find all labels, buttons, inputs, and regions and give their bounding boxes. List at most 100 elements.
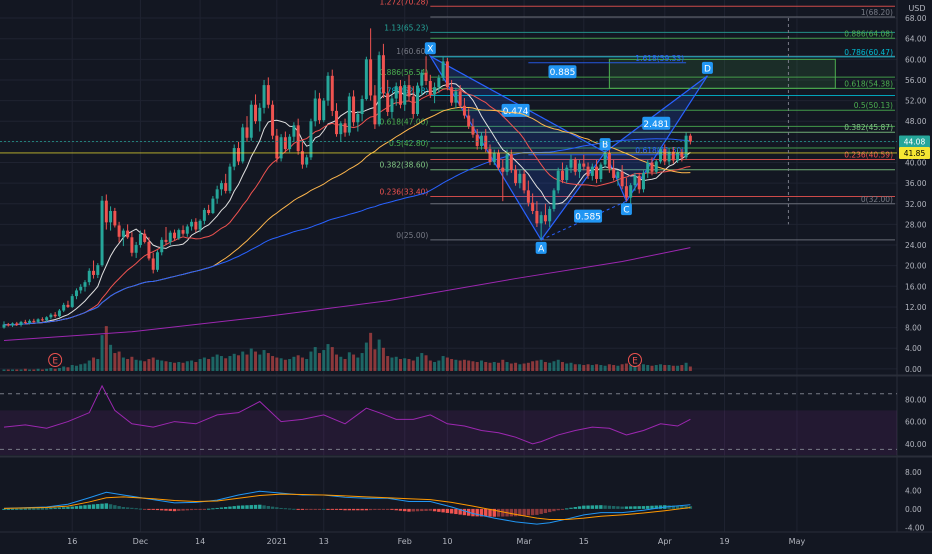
candle[interactable]	[590, 163, 594, 181]
candle[interactable]	[462, 98, 466, 119]
candle[interactable]	[275, 128, 279, 163]
candle[interactable]	[522, 170, 526, 194]
candle[interactable]	[539, 211, 543, 240]
candle[interactable]	[70, 294, 74, 308]
candle[interactable]	[245, 116, 249, 142]
candle[interactable]	[19, 320, 23, 327]
candle[interactable]	[484, 128, 488, 153]
candle[interactable]	[271, 100, 275, 140]
candle[interactable]	[335, 103, 339, 137]
candle[interactable]	[49, 313, 53, 320]
candle[interactable]	[258, 103, 262, 132]
candle[interactable]	[676, 149, 680, 164]
candle[interactable]	[305, 154, 309, 168]
candle[interactable]	[364, 56, 368, 101]
candle[interactable]	[586, 162, 590, 180]
candle[interactable]	[360, 95, 364, 122]
candle[interactable]	[467, 108, 471, 129]
candle[interactable]	[407, 74, 411, 101]
candle[interactable]	[688, 133, 692, 145]
candle[interactable]	[398, 79, 402, 109]
earnings-marker[interactable]: E	[48, 353, 63, 367]
candle[interactable]	[654, 159, 658, 174]
pattern-point-b[interactable]: B	[599, 138, 611, 151]
price-axis[interactable]: USD 0.00 4.00 8.00 12.00 16.00 20.00 24.00 28.00…	[899, 4, 930, 374]
candle[interactable]	[433, 82, 437, 104]
candle[interactable]	[403, 80, 407, 111]
candle[interactable]	[66, 300, 70, 308]
candle[interactable]	[219, 180, 223, 196]
candle[interactable]	[548, 206, 552, 227]
candle[interactable]	[228, 163, 232, 194]
candle[interactable]	[322, 98, 326, 123]
candle[interactable]	[671, 147, 675, 164]
candle[interactable]	[663, 144, 667, 166]
candle[interactable]	[288, 134, 292, 153]
prz-zone[interactable]	[608, 58, 836, 89]
candle[interactable]	[428, 74, 432, 99]
candle[interactable]	[667, 148, 671, 166]
candle[interactable]	[207, 204, 211, 216]
candle[interactable]	[560, 162, 564, 184]
candle[interactable]	[454, 87, 458, 109]
candle[interactable]	[543, 203, 547, 225]
candle[interactable]	[616, 170, 620, 186]
candle[interactable]	[313, 90, 317, 127]
candle[interactable]	[53, 312, 57, 318]
candle[interactable]	[441, 56, 445, 81]
candle[interactable]	[126, 224, 130, 239]
candle[interactable]	[488, 144, 492, 166]
candle[interactable]	[326, 72, 330, 106]
candle[interactable]	[249, 100, 253, 141]
candle[interactable]	[194, 218, 198, 233]
candle[interactable]	[458, 85, 462, 109]
candle[interactable]	[147, 237, 151, 261]
candle[interactable]	[518, 170, 522, 189]
candle[interactable]	[629, 183, 633, 204]
candle[interactable]	[215, 185, 219, 204]
candle[interactable]	[445, 57, 449, 91]
candle[interactable]	[185, 224, 189, 237]
candle[interactable]	[578, 159, 582, 178]
candle[interactable]	[224, 173, 228, 194]
candle[interactable]	[292, 122, 296, 142]
candle[interactable]	[475, 128, 479, 150]
candle[interactable]	[505, 149, 509, 176]
candle[interactable]	[599, 162, 603, 183]
candle[interactable]	[74, 288, 78, 300]
candle[interactable]	[569, 154, 573, 173]
candle[interactable]	[680, 149, 684, 162]
candle[interactable]	[317, 92, 321, 124]
fib-retracement-left[interactable]: 1.272(70.28) 1.13(65.23) 1(60.60) 0.886(56.…	[380, 0, 895, 241]
candle[interactable]	[6, 322, 10, 327]
candle[interactable]	[420, 69, 424, 96]
candle[interactable]	[624, 177, 628, 202]
candle[interactable]	[309, 118, 313, 160]
candle[interactable]	[471, 118, 475, 138]
candle[interactable]	[552, 188, 556, 212]
pattern-point-d[interactable]: D	[701, 61, 713, 75]
candle[interactable]	[633, 172, 637, 191]
candle[interactable]	[57, 309, 61, 318]
pattern-point-c[interactable]: C	[620, 203, 632, 216]
candle[interactable]	[2, 321, 6, 329]
candle[interactable]	[501, 159, 505, 202]
candle[interactable]	[236, 141, 240, 166]
candle[interactable]	[416, 82, 420, 117]
candle[interactable]	[11, 322, 15, 328]
candle[interactable]	[573, 157, 577, 176]
candle[interactable]	[262, 79, 266, 114]
candle[interactable]	[531, 193, 535, 215]
candle[interactable]	[394, 82, 398, 106]
candle[interactable]	[134, 241, 138, 258]
candle[interactable]	[492, 149, 496, 166]
candle[interactable]	[15, 321, 19, 327]
pattern-point-x[interactable]: X	[424, 42, 436, 55]
candle[interactable]	[620, 165, 624, 190]
candle[interactable]	[641, 170, 645, 193]
candle[interactable]	[356, 110, 360, 132]
candle[interactable]	[646, 159, 650, 178]
candle[interactable]	[45, 316, 49, 322]
candle[interactable]	[130, 232, 134, 257]
